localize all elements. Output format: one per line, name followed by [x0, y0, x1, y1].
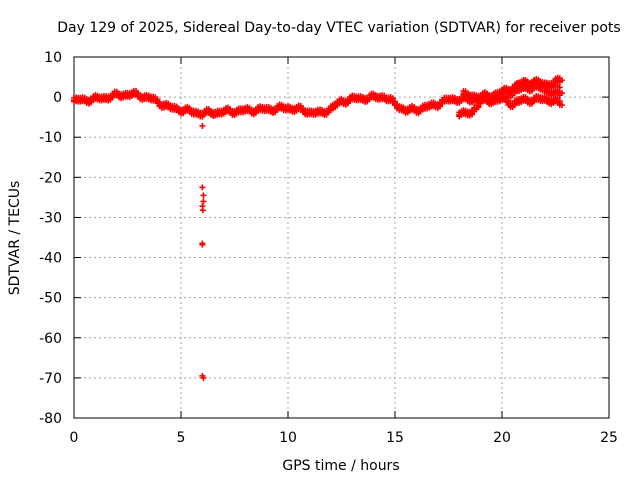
- data-point-marker: [199, 372, 206, 379]
- x-axis-label: GPS time / hours: [282, 458, 399, 474]
- data-point-marker: [558, 102, 565, 109]
- x-tick-labels: 0 5 10 15 20 25: [70, 430, 618, 446]
- x-tick-label: 15: [386, 430, 404, 446]
- plot-frame: [73, 56, 610, 419]
- y-tick-label: -80: [39, 411, 62, 427]
- data-point-marker: [199, 207, 206, 214]
- y-tick-label: -40: [39, 251, 62, 267]
- data-point-marker: [558, 77, 565, 84]
- y-tick-label: -30: [39, 210, 62, 226]
- data-point-marker: [199, 241, 206, 248]
- y-tick-label: -50: [39, 291, 62, 307]
- axis-ticks: [73, 56, 610, 419]
- y-tick-label: 10: [44, 50, 62, 66]
- x-tick-label: 10: [279, 430, 297, 446]
- y-tick-label: -20: [39, 170, 62, 186]
- y-axis-label: SDTVAR / TECUs: [7, 181, 23, 296]
- data-point-marker: [200, 198, 207, 205]
- data-point-marker: [556, 84, 563, 91]
- x-tick-label: 20: [493, 430, 511, 446]
- chart-title: Day 129 of 2025, Sidereal Day-to-day VTE…: [57, 20, 620, 36]
- y-tick-label: -70: [39, 371, 62, 387]
- data-point-marker: [199, 184, 206, 191]
- grid: [74, 57, 609, 418]
- data-point-marker: [475, 104, 482, 111]
- x-tick-label: 0: [70, 430, 79, 446]
- y-tick-label: -10: [39, 130, 62, 146]
- y-tick-label: -60: [39, 331, 62, 347]
- data-point-marker: [558, 90, 565, 97]
- y-tick-labels: 10 0 -10 -20 -30 -40 -50 -60 -70 -80: [39, 50, 62, 427]
- x-tick-label: 5: [177, 430, 186, 446]
- data-points: [71, 74, 565, 381]
- x-tick-label: 25: [600, 430, 618, 446]
- data-point-marker: [200, 192, 207, 199]
- data-point-marker: [199, 122, 206, 129]
- y-tick-label: 0: [53, 90, 62, 106]
